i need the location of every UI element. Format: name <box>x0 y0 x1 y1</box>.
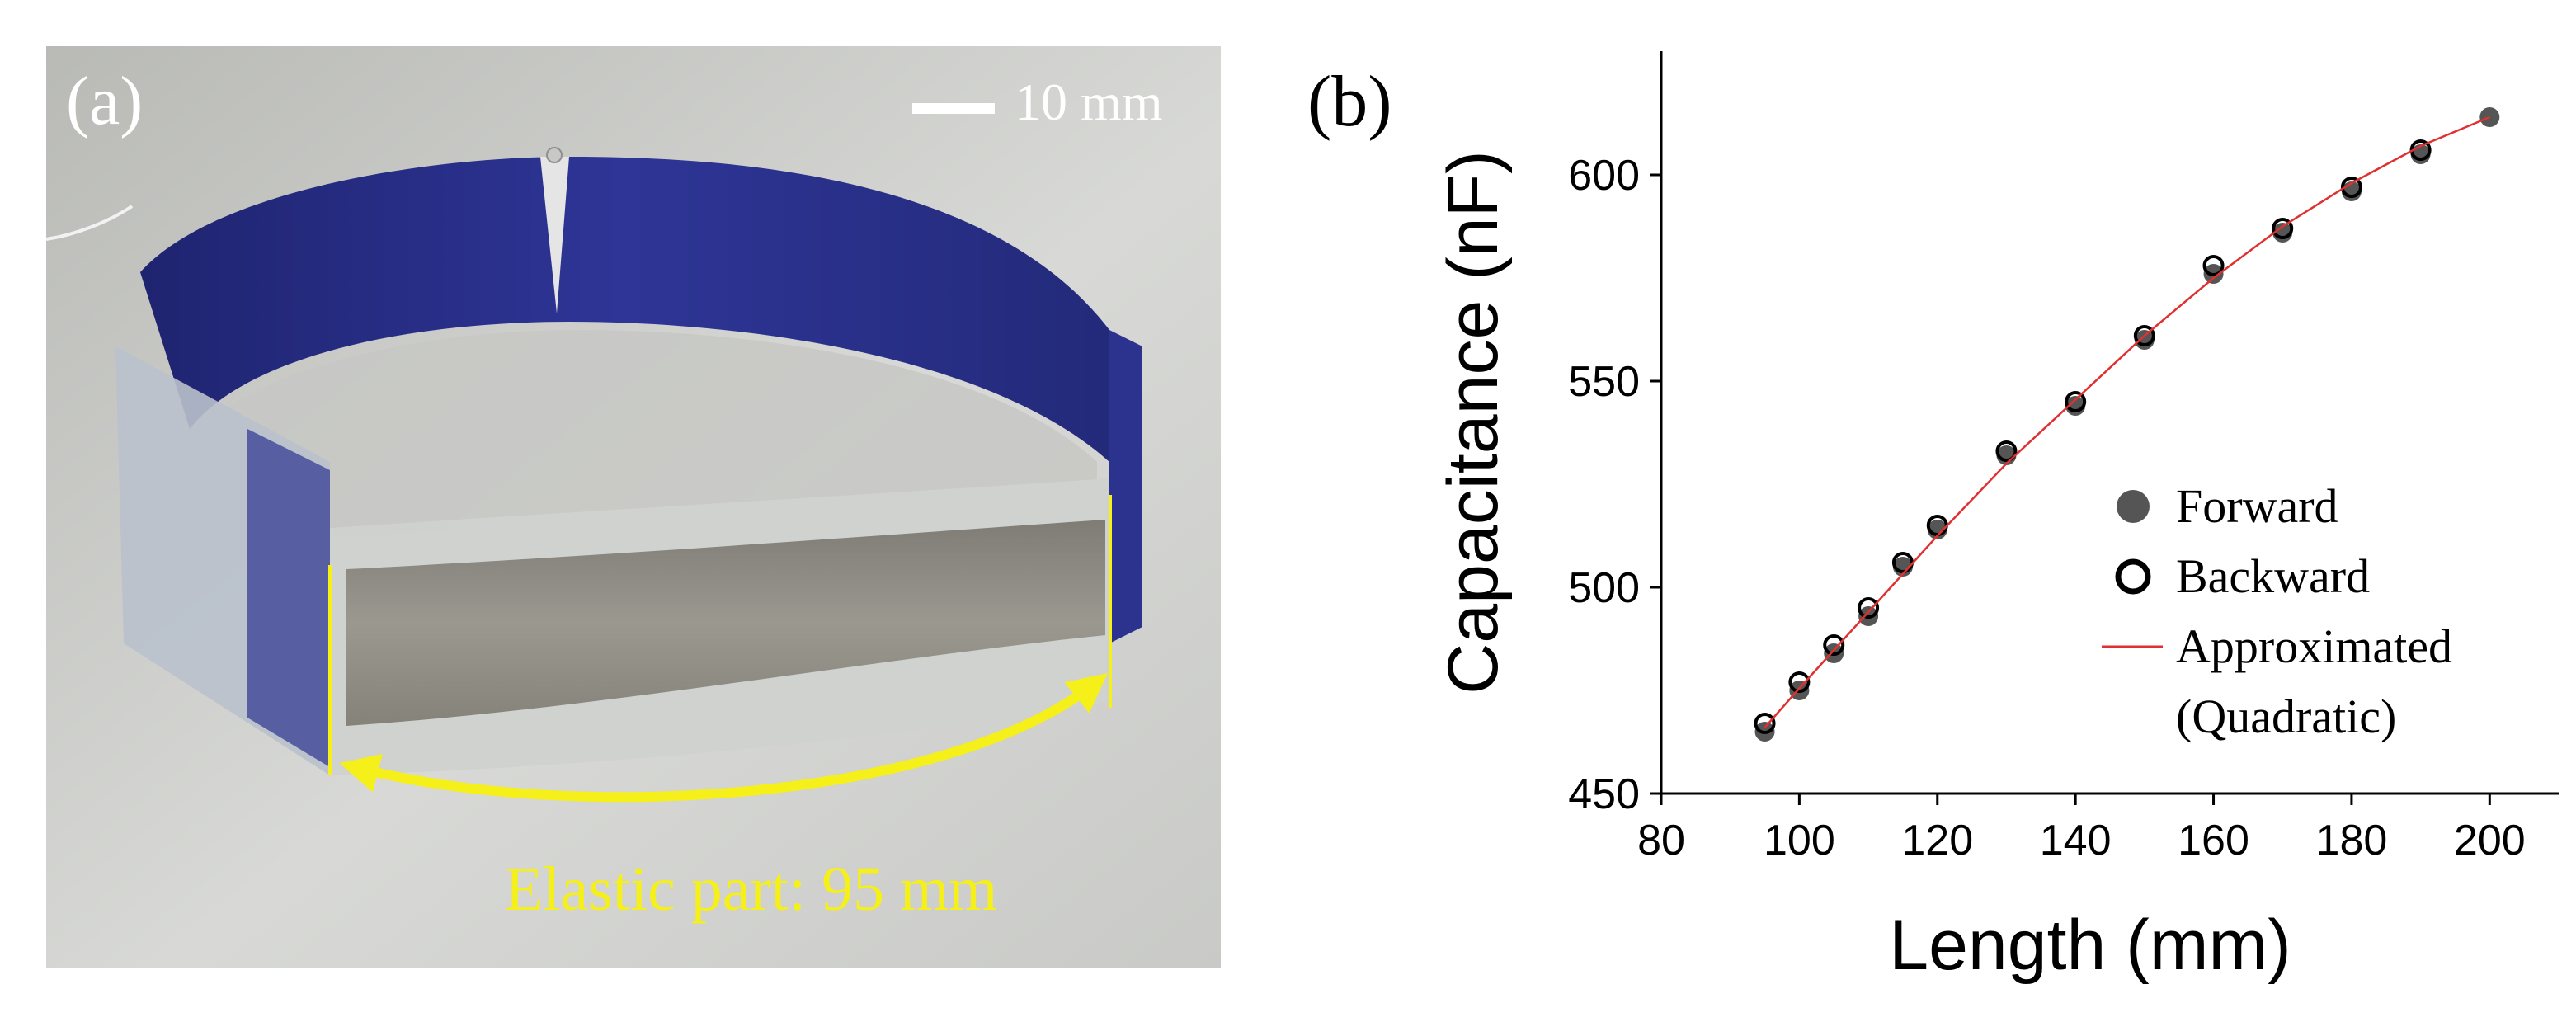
scale-bar-label: 10 mm <box>1015 73 1163 131</box>
legend: Forward Backward Approximated (Quadratic… <box>2102 479 2452 743</box>
y-tick-label: 450 <box>1568 770 1640 818</box>
y-tick-label: 600 <box>1568 152 1640 200</box>
y-ticks: 450 500 550 600 <box>1568 152 1661 818</box>
x-tick-label: 180 <box>2316 817 2388 864</box>
band-interior <box>198 330 1097 536</box>
panel-a-label: (a) <box>66 63 143 139</box>
cable <box>45 205 134 241</box>
legend-backward-label: Backward <box>2176 549 2370 603</box>
x-tick-label: 140 <box>2040 817 2112 864</box>
backward-point <box>1995 440 2018 462</box>
x-tick-label: 100 <box>1764 817 1835 864</box>
strap-back <box>140 157 1109 462</box>
legend-forward-label: Forward <box>2176 479 2338 533</box>
length-arrow <box>339 673 1109 803</box>
panel-b-label: (b) <box>1307 62 1392 142</box>
x-tick-label: 120 <box>1901 817 1973 864</box>
x-tick-label: 80 <box>1637 817 1685 864</box>
panel-a-photo: 10 mm (a) Elastic part: 95 mm <box>45 46 1221 968</box>
legend-backward-marker <box>2115 558 2151 595</box>
legend-forward-marker <box>2117 490 2150 523</box>
x-axis-label: Length (mm) <box>1889 906 2291 985</box>
backward-point <box>1754 713 1776 734</box>
x-tick-label: 200 <box>2454 817 2526 864</box>
backward-point <box>2065 391 2087 412</box>
backward-point <box>1858 597 1880 619</box>
buckle <box>540 157 569 313</box>
backward-point <box>1788 671 1811 693</box>
legend-approximated-label: Approximated <box>2176 619 2452 673</box>
y-tick-label: 500 <box>1568 564 1640 612</box>
x-ticks: 80 100 120 140 160 180 200 <box>1637 794 2526 864</box>
backward-point <box>2340 177 2362 198</box>
strap-right-end <box>1109 330 1142 643</box>
legend-approximated-label-line2: (Quadratic) <box>2176 690 2396 743</box>
scale-bar <box>912 103 995 114</box>
panel-b-chart: (b) 80 100 120 140 160 180 200 450 500 550 600 Le… <box>1307 51 2559 985</box>
backward-point <box>2202 255 2225 276</box>
backward-point <box>1823 634 1845 656</box>
approximated-line <box>1764 115 2490 728</box>
backward-point <box>2272 218 2294 239</box>
x-tick-label: 160 <box>2178 817 2249 864</box>
series-layer <box>1754 107 2500 742</box>
y-tick-label: 550 <box>1568 358 1640 406</box>
backward-point <box>2133 325 2155 346</box>
y-axis-label: Capacitance (nF) <box>1434 150 1513 695</box>
annotation-elastic-part: Elastic part: 95 mm <box>505 855 997 924</box>
